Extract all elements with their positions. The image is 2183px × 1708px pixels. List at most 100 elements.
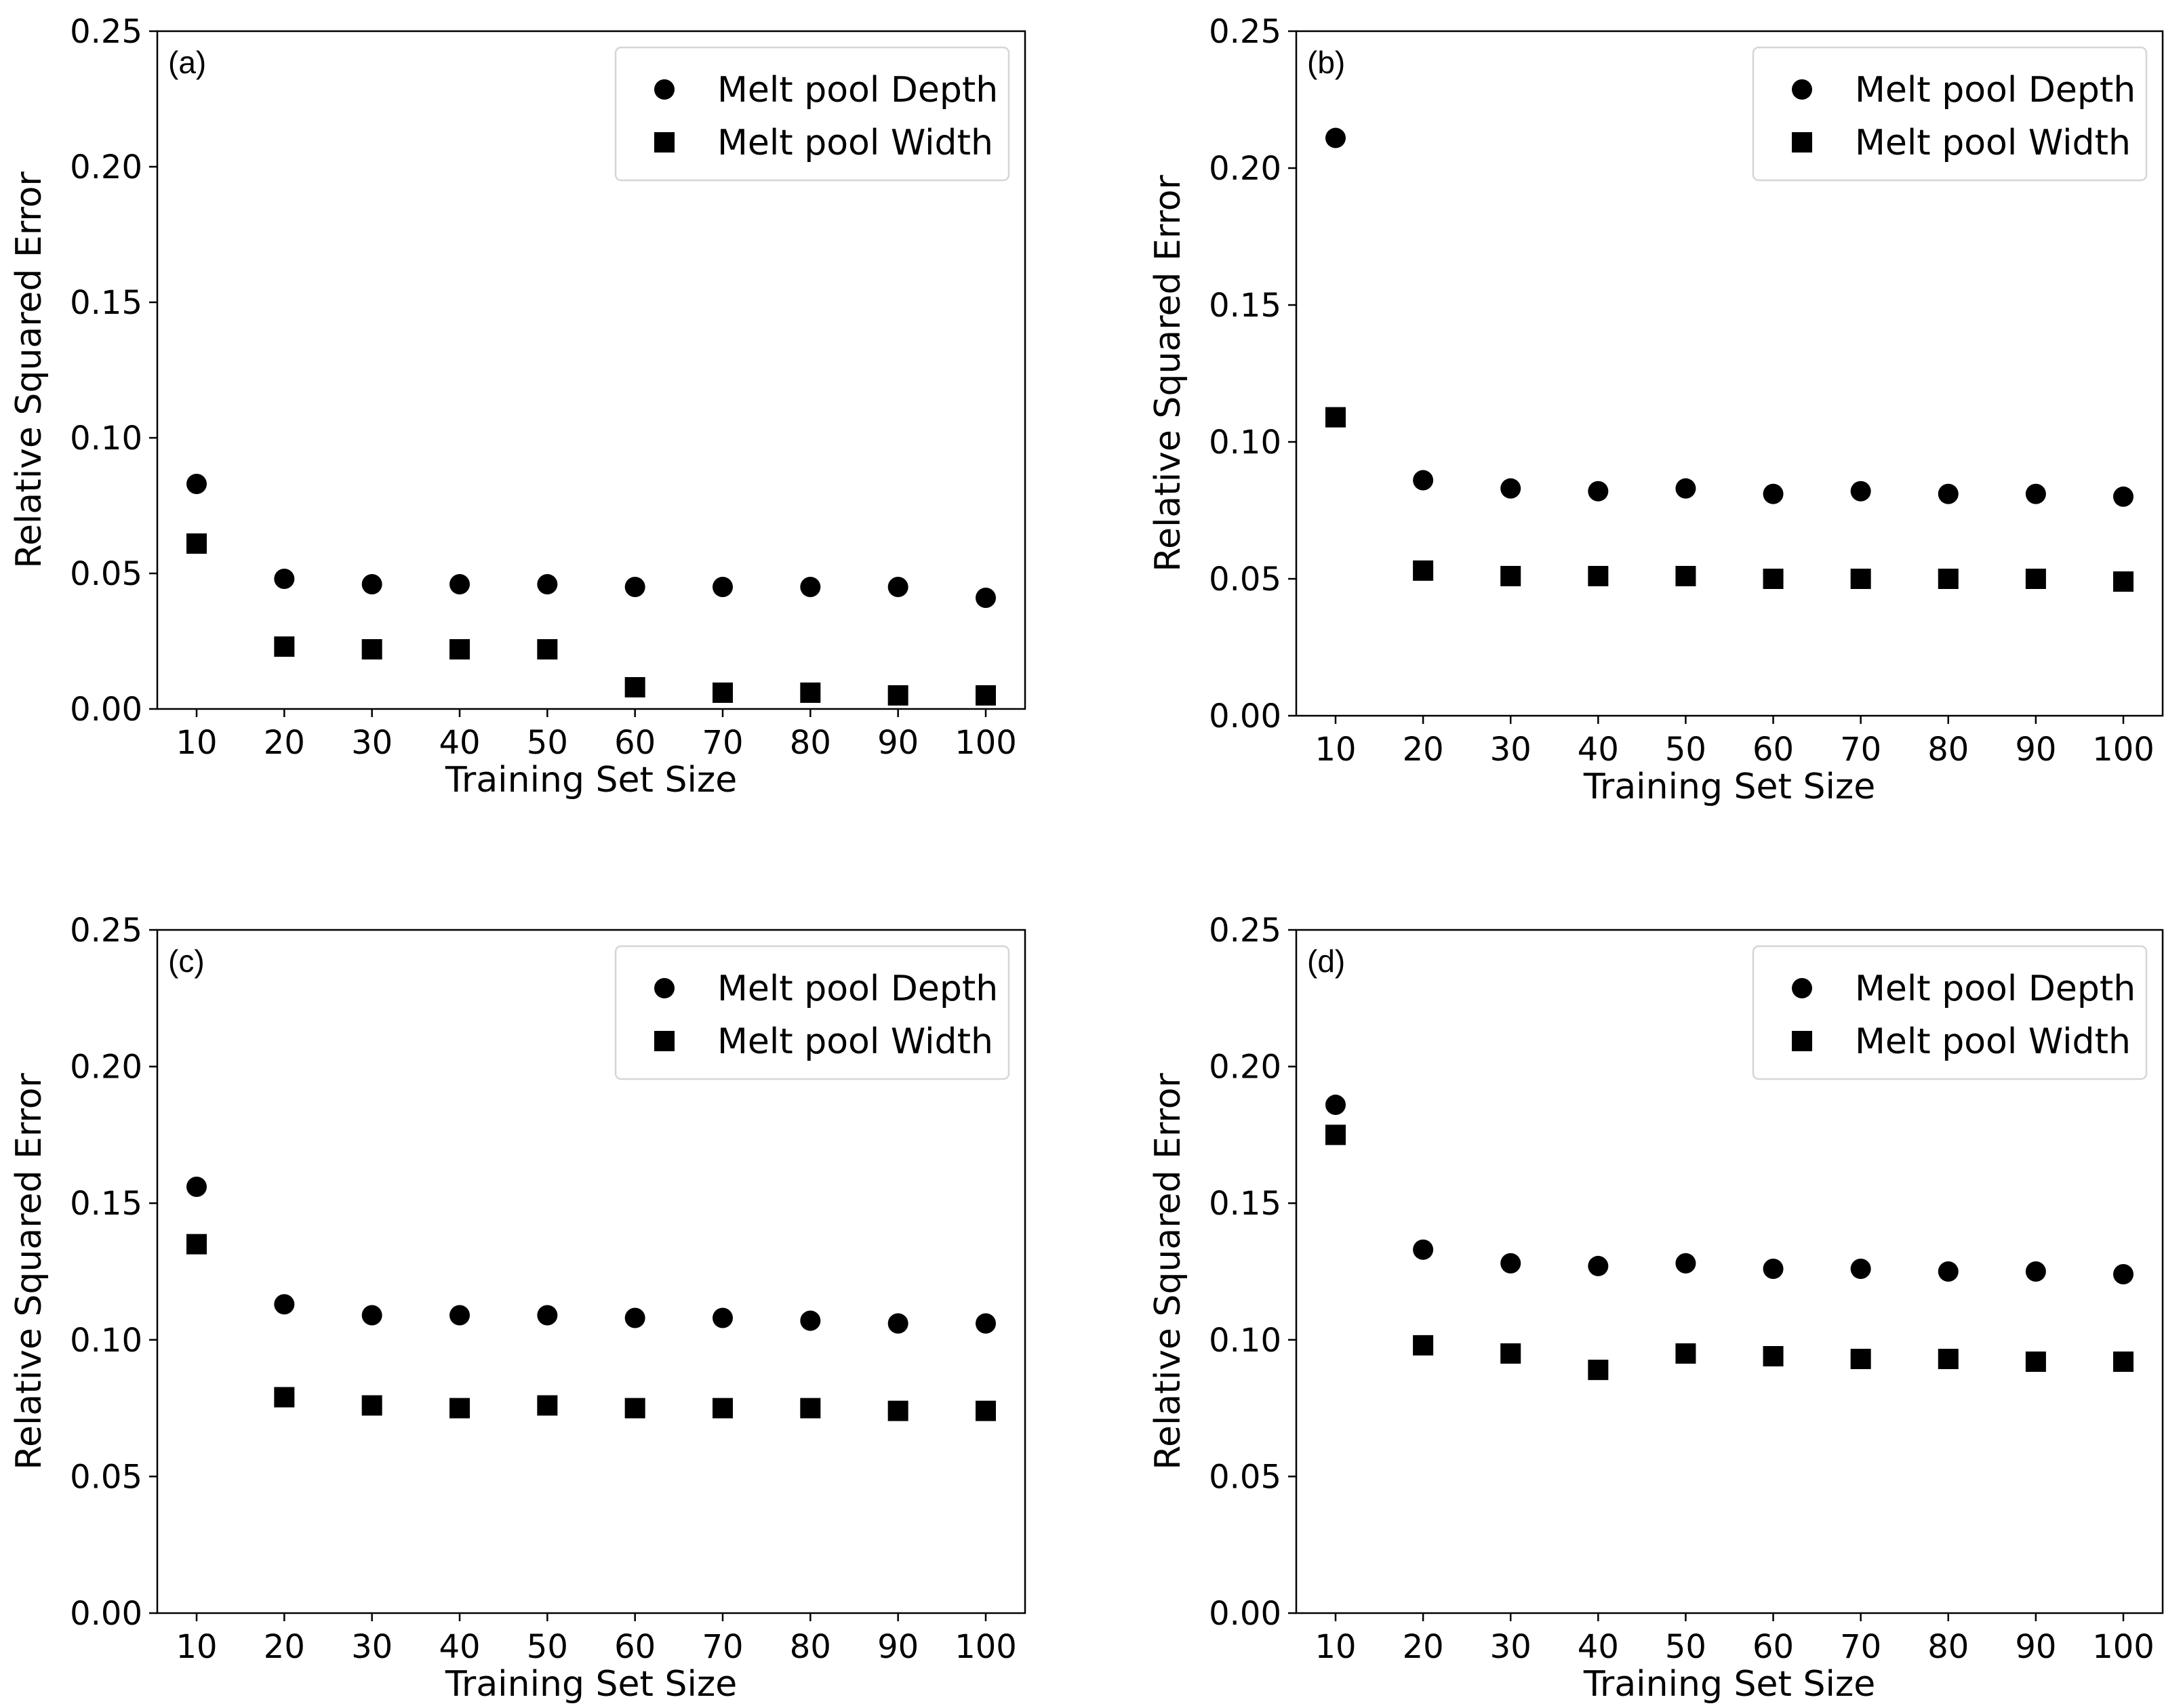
depth-point (976, 1313, 996, 1334)
legend-entry: Melt pool Width (717, 1021, 993, 1062)
panel-label: (d) (1307, 943, 1345, 979)
width-point (361, 1395, 382, 1416)
width-point (1675, 1343, 1696, 1364)
x-tick-label: 60 (1753, 1628, 1794, 1666)
width-point (1325, 1124, 1346, 1145)
legend-entry: Melt pool Width (1855, 123, 2131, 163)
x-tick-label: 70 (702, 724, 743, 762)
depth-point (2113, 486, 2134, 507)
x-tick-label: 60 (614, 1628, 656, 1666)
panel-label: (a) (168, 45, 206, 80)
depth-point (1325, 127, 1346, 148)
width-point (274, 636, 295, 657)
width-point (449, 639, 470, 659)
depth-point (449, 574, 470, 594)
x-tick-label: 70 (702, 1628, 743, 1666)
x-tick-label: 100 (2092, 731, 2155, 769)
depth-point (624, 1307, 645, 1328)
x-tick-label: 10 (1315, 1628, 1356, 1666)
panel-label: (b) (1307, 45, 1345, 80)
x-tick-label: 40 (439, 1628, 480, 1666)
depth-point (1500, 478, 1521, 499)
x-tick-label: 60 (614, 724, 656, 762)
depth-point (1675, 1253, 1696, 1274)
legend-entry: Melt pool Width (717, 123, 993, 163)
chart-panel-4: 0.00 0.05 0.10 0.15 0.20 0.25 10 20 30 40 50 60 70 80… (1148, 912, 2164, 1705)
depth-point (713, 1307, 733, 1328)
legend-entry: Melt pool Depth (1855, 70, 2136, 110)
depth-point (1413, 470, 1434, 491)
x-tick-label: 30 (351, 1628, 393, 1666)
y-axis-label: Relative Squared Error (9, 1073, 49, 1470)
depth-point (274, 569, 295, 589)
depth-point (1675, 478, 1696, 499)
width-point (1500, 1343, 1521, 1364)
x-tick-label: 40 (1578, 1628, 1619, 1666)
x-tick-label: 50 (527, 1628, 568, 1666)
x-tick-label: 80 (1927, 731, 1969, 769)
y-tick-label: 0.20 (70, 1049, 142, 1086)
depth-point (186, 474, 207, 494)
width-point (976, 685, 996, 706)
y-tick-label: 0.10 (1209, 1322, 1281, 1360)
depth-point (800, 1310, 821, 1331)
x-tick-label: 60 (1753, 731, 1794, 769)
depth-point (186, 1177, 207, 1198)
width-point (887, 685, 908, 706)
y-tick-label: 0.20 (1209, 150, 1281, 188)
width-point (1675, 565, 1696, 586)
y-tick-label: 0.00 (1209, 697, 1281, 735)
legend-circle-icon (1792, 79, 1812, 100)
chart-panel-2: 0.00 0.05 0.10 0.15 0.20 0.25 10 20 30 40 50 60 70 80… (1148, 13, 2164, 807)
depth-point (2025, 483, 2046, 504)
depth-point (537, 1305, 558, 1326)
y-tick-label: 0.15 (70, 284, 142, 322)
x-tick-label: 20 (1403, 731, 1444, 769)
width-point (1325, 407, 1346, 428)
legend (1752, 945, 2148, 1080)
plot-area (156, 30, 1026, 710)
legend-square-icon (654, 132, 675, 152)
y-axis-label: Relative Squared Error (1148, 1073, 1188, 1470)
width-point (1938, 1349, 1959, 1370)
width-point (1588, 1360, 1609, 1381)
x-tick-label: 50 (1665, 1628, 1706, 1666)
width-point (713, 683, 733, 703)
x-tick-label: 20 (264, 1628, 305, 1666)
width-point (2113, 1351, 2134, 1372)
width-point (1763, 1345, 1784, 1366)
width-point (274, 1387, 295, 1408)
x-axis-label: Training Set Size (445, 760, 737, 800)
depth-point (1850, 481, 1871, 502)
x-axis-label: Training Set Size (1583, 767, 1875, 807)
y-tick-label: 0.15 (1209, 1185, 1281, 1223)
width-point (624, 677, 645, 697)
depth-point (887, 577, 908, 597)
plot-area (1295, 30, 2164, 717)
width-point (186, 533, 207, 554)
width-point (800, 683, 821, 703)
x-tick-label: 20 (264, 724, 305, 762)
depth-point (713, 577, 733, 597)
x-tick-label: 30 (351, 724, 393, 762)
depth-point (1763, 1258, 1784, 1279)
x-tick-label: 90 (877, 1628, 919, 1666)
depth-point (1763, 483, 1784, 504)
depth-point (2025, 1261, 2046, 1282)
y-tick-label: 0.25 (1209, 912, 1281, 950)
x-tick-label: 40 (439, 724, 480, 762)
y-tick-label: 0.20 (1209, 1049, 1281, 1086)
width-point (2025, 1351, 2046, 1372)
y-tick-label: 0.05 (70, 1458, 142, 1496)
y-tick-label: 0.10 (1209, 424, 1281, 462)
x-tick-label: 10 (176, 724, 217, 762)
chart-panel-3: 0.00 0.05 0.10 0.15 0.20 0.25 10 20 30 40 50 60 70 80… (9, 912, 1026, 1705)
depth-point (1588, 1255, 1609, 1276)
width-point (449, 1398, 470, 1419)
legend (614, 46, 1010, 182)
width-point (1763, 569, 1784, 589)
chart-panel-1: 0.00 0.05 0.10 0.15 0.20 0.25 10 20 30 40 50 60 70 80… (9, 13, 1026, 800)
x-tick-label: 100 (955, 724, 1017, 762)
y-tick-label: 0.05 (70, 555, 142, 593)
